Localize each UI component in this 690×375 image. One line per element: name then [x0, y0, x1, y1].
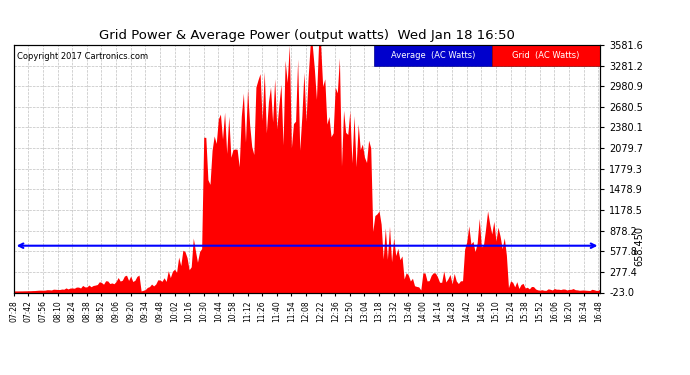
Title: Grid Power & Average Power (output watts)  Wed Jan 18 16:50: Grid Power & Average Power (output watts… — [99, 30, 515, 42]
FancyBboxPatch shape — [375, 45, 492, 66]
Text: 658.450: 658.450 — [634, 226, 644, 266]
Text: Grid  (AC Watts): Grid (AC Watts) — [513, 51, 580, 60]
Text: Average  (AC Watts): Average (AC Watts) — [391, 51, 475, 60]
Text: Copyright 2017 Cartronics.com: Copyright 2017 Cartronics.com — [17, 53, 148, 62]
FancyBboxPatch shape — [492, 45, 600, 66]
